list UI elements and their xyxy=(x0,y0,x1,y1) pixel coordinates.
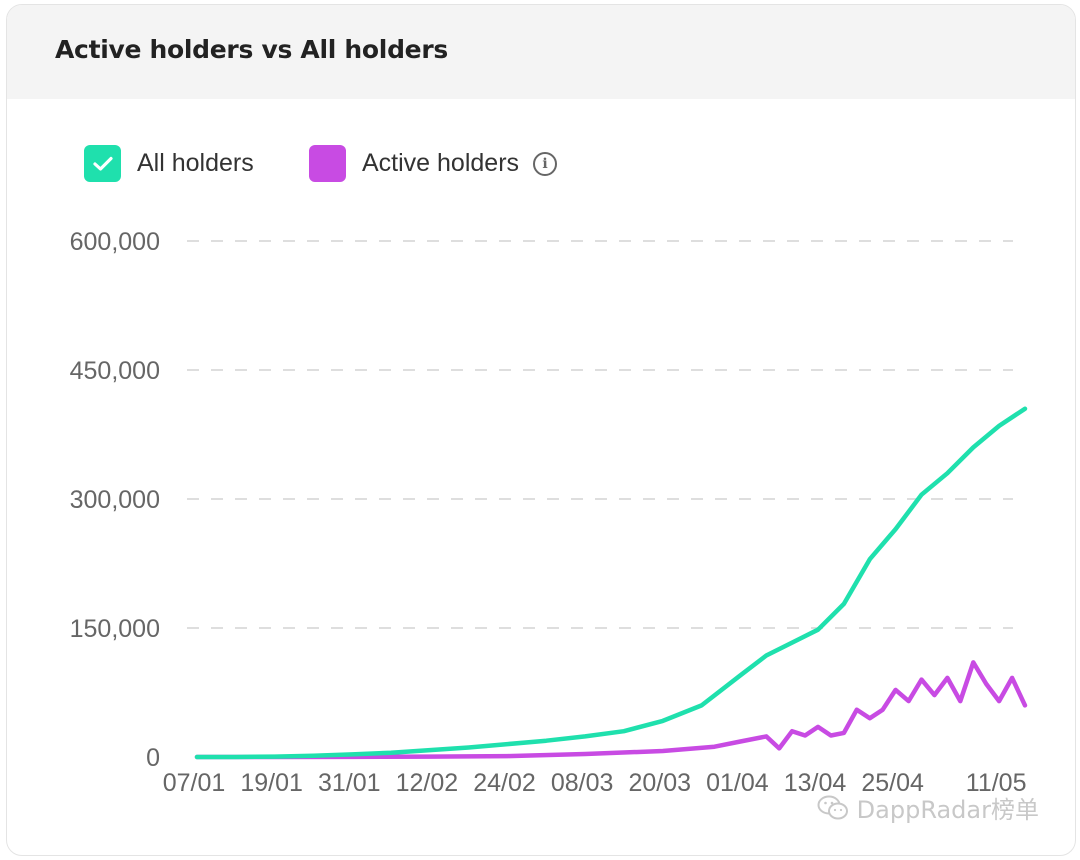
x-tick-label: 19/01 xyxy=(240,769,303,797)
series-line-all-holders xyxy=(194,406,1028,760)
info-icon[interactable]: i xyxy=(533,151,558,176)
x-tick-label: 20/03 xyxy=(628,769,691,797)
x-tick-label: 07/01 xyxy=(163,769,226,797)
y-tick-label: 150,000 xyxy=(70,615,160,643)
chart-card: Active holders vs All holders All holder… xyxy=(6,4,1076,856)
series-line-active-holders xyxy=(194,660,1028,760)
legend-all-holders[interactable]: All holders xyxy=(84,145,254,182)
line-chart: 0 150,000 300,000 450,000 600,000 07/01 19/01 3… xyxy=(70,228,1028,797)
y-tick-label: 0 xyxy=(146,744,160,772)
x-tick-label: 31/01 xyxy=(318,769,381,797)
x-tick-label: 08/03 xyxy=(551,769,614,797)
legend-label-active-holders: Active holders xyxy=(362,149,520,177)
x-tick-label: 13/04 xyxy=(784,769,847,797)
x-tick-label: 24/02 xyxy=(473,769,536,797)
legend-active-holders[interactable]: Active holders i xyxy=(309,145,558,182)
x-tick-label: 11/05 xyxy=(966,769,1027,797)
checkbox-unchecked-icon[interactable] xyxy=(309,145,346,182)
y-tick-label: 600,000 xyxy=(70,228,160,256)
wechat-icon xyxy=(817,795,848,819)
y-tick-label: 300,000 xyxy=(70,486,160,514)
y-tick-label: 450,000 xyxy=(70,357,160,385)
watermark: DappRadar榜单 xyxy=(817,790,1039,825)
card-header: Active holders vs All holders xyxy=(7,5,1075,99)
chart-title: Active holders vs All holders xyxy=(55,35,448,64)
x-tick-label: 25/04 xyxy=(861,769,924,797)
watermark-text: DappRadar榜单 xyxy=(856,796,1039,824)
checkbox-checked-icon[interactable] xyxy=(84,145,121,182)
x-tick-label: 12/02 xyxy=(396,769,459,797)
legend-label-all-holders: All holders xyxy=(137,149,254,177)
x-tick-label: 01/04 xyxy=(706,769,769,797)
checkmark-icon xyxy=(92,156,113,171)
